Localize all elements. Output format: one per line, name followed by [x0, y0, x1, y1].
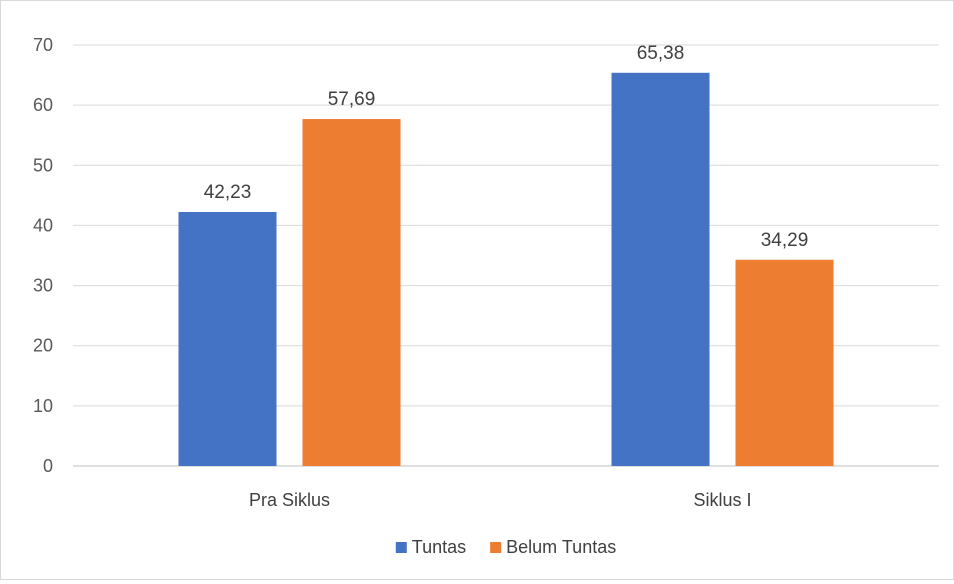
legend-item-belum-tuntas: Belum Tuntas	[490, 537, 616, 557]
y-axis: 0 10 20 30 40 50 60 70	[33, 35, 53, 476]
bar-belum-tuntas-1	[735, 259, 834, 466]
data-labels: 42,23 57,69 65,38 34,29	[204, 43, 809, 251]
data-label: 34,29	[761, 230, 809, 251]
bar-belum-tuntas-0	[302, 119, 401, 466]
legend-swatch	[395, 542, 407, 553]
data-label: 57,69	[328, 89, 376, 110]
y-tick-label: 50	[33, 155, 53, 175]
legend-label: Tuntas	[412, 537, 466, 557]
y-tick-label: 20	[33, 336, 53, 356]
data-label: 65,38	[637, 43, 685, 64]
y-tick-label: 30	[33, 276, 53, 296]
legend-label: Belum Tuntas	[506, 537, 616, 557]
bars	[178, 72, 834, 466]
category-axis: Pra Siklus Siklus I	[249, 490, 752, 510]
legend-item-tuntas: Tuntas	[395, 537, 466, 557]
y-tick-label: 60	[33, 95, 53, 115]
category-label: Siklus I	[693, 490, 751, 510]
category-label: Pra Siklus	[249, 490, 330, 510]
legend: Tuntas Belum Tuntas	[395, 537, 616, 557]
bar-tuntas-0	[178, 212, 277, 466]
y-tick-label: 40	[33, 215, 53, 235]
y-tick-label: 70	[33, 35, 53, 55]
bar-tuntas-1	[611, 72, 710, 466]
legend-swatch	[490, 542, 502, 553]
y-tick-label: 10	[33, 396, 53, 416]
data-label: 42,23	[204, 182, 252, 203]
y-tick-label: 0	[43, 456, 53, 476]
